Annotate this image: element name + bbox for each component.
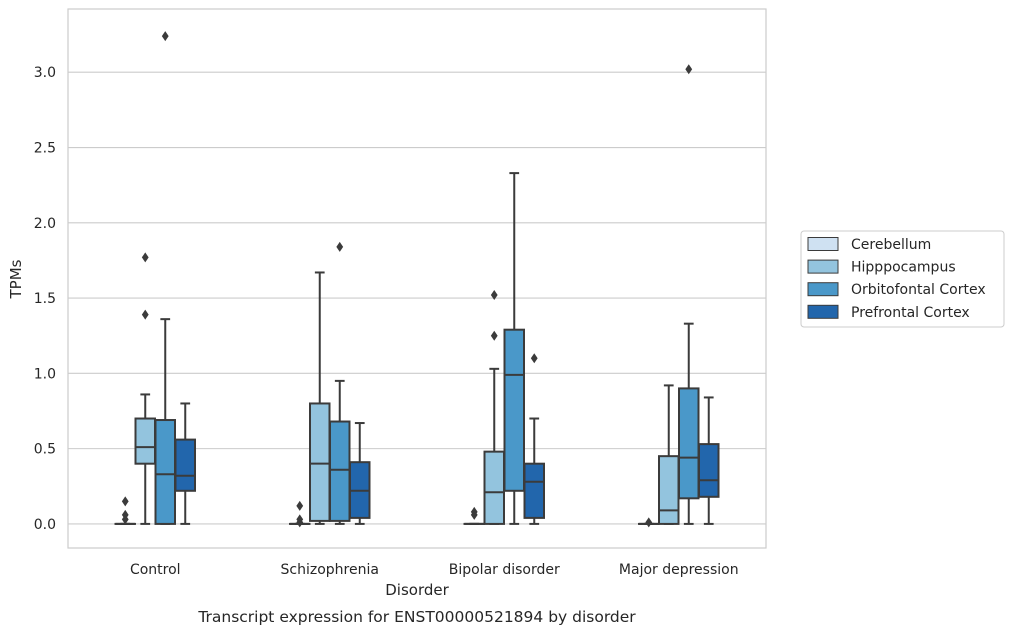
outlier-point xyxy=(161,31,169,42)
y-tick-label: 3.0 xyxy=(34,65,56,81)
box-body xyxy=(658,455,680,525)
legend-swatch xyxy=(807,237,839,251)
box-2-2 xyxy=(503,172,525,525)
box-3-3 xyxy=(698,396,720,525)
outlier-point xyxy=(490,330,498,341)
x-tick-labels: Control Schizophrenia Bipolar disorder Majo… xyxy=(130,562,739,578)
y-tick-label: 2.0 xyxy=(34,216,56,232)
box-body xyxy=(134,417,156,465)
box-3-1 xyxy=(349,422,371,525)
box-body xyxy=(523,462,545,519)
box-body xyxy=(678,387,700,500)
box-body xyxy=(154,419,176,525)
legend-label: Orbitofontal Cortex xyxy=(851,282,986,298)
y-tick-label: 1.5 xyxy=(34,291,56,307)
box-3-2 xyxy=(523,353,545,525)
outlier-point xyxy=(121,496,129,507)
plot-frame xyxy=(67,8,767,549)
box-body xyxy=(174,438,196,492)
outlier-point xyxy=(470,506,478,517)
box-body xyxy=(329,420,351,522)
outlier-point xyxy=(645,517,653,528)
legend-label: Hipppocampus xyxy=(851,260,956,276)
box-0-0 xyxy=(114,496,136,525)
box-0-3 xyxy=(638,517,660,528)
box-groups xyxy=(114,31,720,528)
outlier-point xyxy=(685,64,693,75)
y-tick-label: 0.5 xyxy=(34,442,56,458)
legend-swatch xyxy=(807,259,839,274)
outlier-point xyxy=(490,290,498,301)
y-tick-label: 1.0 xyxy=(34,366,56,382)
legend-frame xyxy=(800,230,1005,328)
legend-swatch xyxy=(807,282,839,297)
x-tick-label: Schizophrenia xyxy=(281,562,379,578)
box-body xyxy=(698,443,720,498)
box-0-2 xyxy=(463,506,485,525)
y-axis-label: TPMs xyxy=(7,259,25,299)
outlier-point xyxy=(121,509,129,520)
outlier-point xyxy=(141,252,149,263)
chart-caption: Transcript expression for ENST0000052189… xyxy=(197,608,636,626)
outlier-point xyxy=(141,309,149,320)
box-body xyxy=(483,450,505,525)
box-3-0 xyxy=(174,402,196,525)
box-2-0 xyxy=(154,31,176,525)
box-body xyxy=(503,328,525,492)
legend-swatch xyxy=(807,304,839,319)
x-tick-label: Control xyxy=(130,562,181,578)
y-tick-label: 2.5 xyxy=(34,141,56,157)
y-tick-labels: 0.0 0.5 1.0 1.5 2.0 2.5 3.0 xyxy=(34,65,56,533)
y-tick-label: 0.0 xyxy=(34,517,56,533)
outlier-point xyxy=(336,241,344,252)
legend-label: Prefrontal Cortex xyxy=(851,305,970,321)
outlier-point xyxy=(530,353,538,364)
outlier-point xyxy=(296,514,304,525)
legend-label: Cerebellum xyxy=(851,237,931,253)
x-tick-label: Bipolar disorder xyxy=(449,562,560,578)
x-axis-label: Disorder xyxy=(385,581,449,599)
box-body xyxy=(309,402,331,522)
legend: Cerebellum Hipppocampus Orbitofontal Corte… xyxy=(800,230,1005,328)
box-0-1 xyxy=(289,500,311,528)
outlier-point xyxy=(296,500,304,511)
x-tick-label: Major depression xyxy=(619,562,739,578)
box-2-3 xyxy=(678,64,700,525)
